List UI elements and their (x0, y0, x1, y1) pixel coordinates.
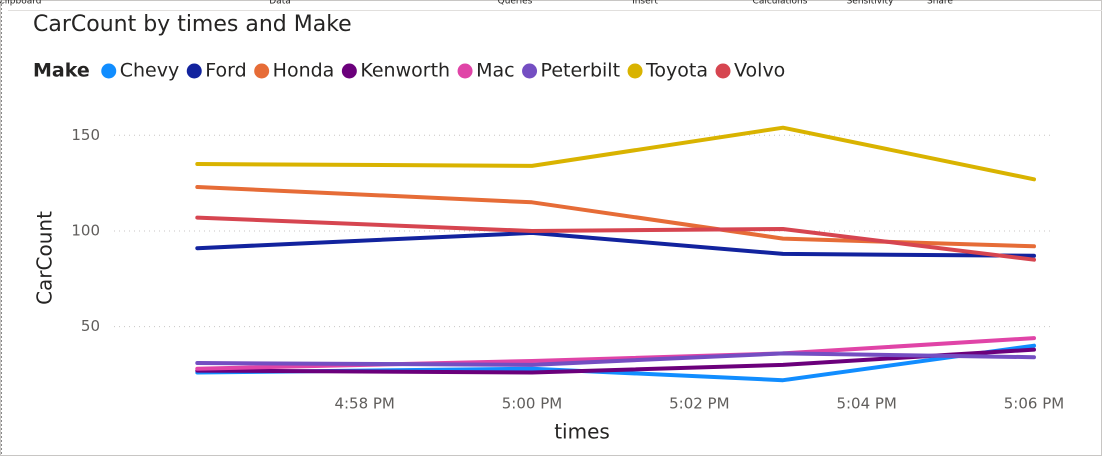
legend-marker (341, 63, 357, 79)
legend-marker (101, 63, 117, 79)
ribbon-label: Sensitivity (847, 0, 895, 7)
legend-label: Ford (205, 60, 246, 82)
chart-title: CarCount by times and Make (33, 12, 352, 37)
ribbon-label: Insert (632, 0, 658, 7)
series-line (195, 125, 1036, 182)
legend-label: Toyota (645, 60, 708, 82)
ribbon-label: Share (927, 0, 953, 7)
legend-marker (186, 63, 202, 79)
legend-label: Mac (476, 60, 514, 82)
legend-marker (627, 63, 643, 79)
legend-marker (715, 63, 731, 79)
series-line (195, 351, 1036, 367)
y-tick-label: 150 (71, 126, 100, 144)
y-axis-title: CarCount (33, 211, 57, 305)
ribbon-label: Clipboard (0, 0, 42, 7)
ribbon: Clipboard Data Queries Insert Calculations Se… (0, 0, 953, 7)
series-line (195, 215, 1036, 262)
legend-marker (254, 63, 270, 79)
ribbon-label: Data (269, 0, 291, 7)
ribbon-label: Calculations (753, 0, 808, 7)
legend-title: Make (33, 60, 90, 82)
legend-marker (522, 63, 538, 79)
y-tick-label: 50 (81, 317, 100, 335)
legend-label: Chevy (120, 60, 180, 82)
x-tick-label: 5:06 PM (1004, 395, 1064, 413)
ribbon-label: Queries (498, 0, 533, 7)
legend-marker (457, 63, 473, 79)
legend-label: Honda (273, 60, 335, 82)
x-tick-label: 5:02 PM (669, 395, 729, 413)
x-tick-label: 4:58 PM (334, 395, 394, 413)
series-line (195, 230, 1036, 258)
legend: Make Chevy Ford Honda Kenworth Mac Peterbilt To… (33, 60, 785, 82)
legend-label: Peterbilt (541, 60, 621, 82)
x-tick-label: 5:00 PM (502, 395, 562, 413)
legend-label: Kenworth (360, 60, 450, 82)
x-tick-label: 5:04 PM (836, 395, 896, 413)
y-tick-label: 100 (71, 221, 100, 239)
x-axis-title: times (554, 420, 610, 444)
legend-label: Volvo (734, 60, 785, 82)
